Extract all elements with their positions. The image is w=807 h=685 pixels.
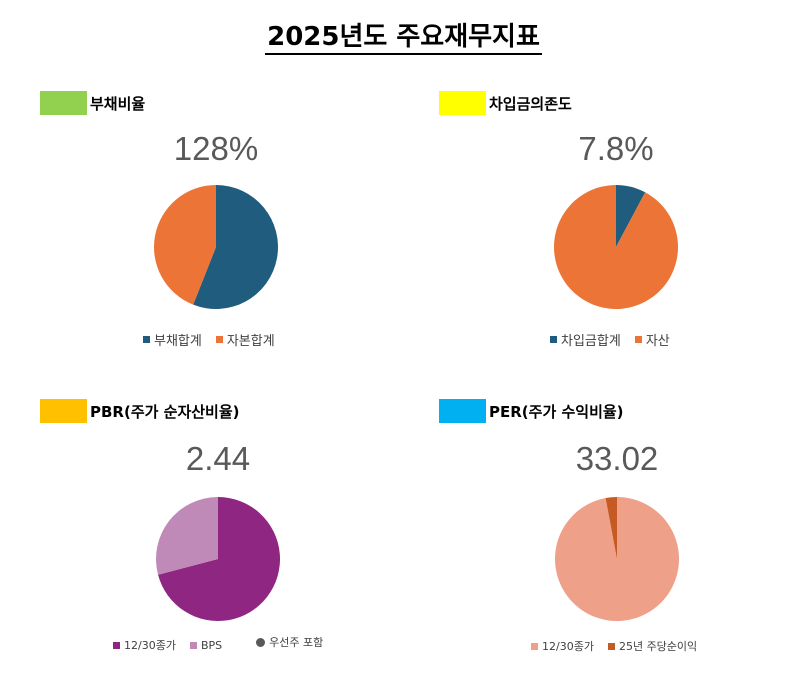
legend-note-dot xyxy=(256,637,266,647)
pie-slice-2 xyxy=(554,185,678,309)
legend-swatch xyxy=(634,336,642,343)
legend-label: 자본합계 xyxy=(226,334,275,349)
title-swatch xyxy=(439,91,486,115)
value-label: 128% xyxy=(173,130,259,167)
panel-header: 차입금의존도 xyxy=(439,90,572,116)
legend-label: 12/30종가 xyxy=(542,640,594,653)
value-label: 7.8% xyxy=(578,130,654,167)
legend-item: 부채합계 xyxy=(143,330,202,349)
legend-item: 12/30종가 xyxy=(113,637,176,653)
legend-item: 25년 주당순이익 xyxy=(607,638,698,654)
title-swatch xyxy=(40,91,87,115)
legend-label: 부채합계 xyxy=(154,334,202,349)
pie-slice-1 xyxy=(158,497,280,621)
legend-item: 차입금합계 xyxy=(550,330,621,349)
value-label: 2.44 xyxy=(185,440,251,477)
legend-label: 12/30종가 xyxy=(124,639,176,652)
pie-slice-2 xyxy=(154,185,216,305)
borrowing-dependency-panel: 차입금의존도 7.8% 차입금합계 자산 xyxy=(439,90,807,390)
legend-swatch xyxy=(550,336,557,343)
legend-label: 25년 주당순이익 xyxy=(618,640,698,653)
legend: 부채합계 자본합계 xyxy=(143,330,275,349)
legend: 12/30종가 BPS 우선주 포함 xyxy=(113,634,323,653)
page-title: 2025년도 주요재무지표 xyxy=(0,16,807,55)
panel-title: 차입금의존도 xyxy=(489,94,572,113)
legend-label: 자산 xyxy=(645,334,670,349)
title-swatch xyxy=(439,399,486,423)
legend-note: 우선주 포함 xyxy=(256,634,323,650)
pie-slice-2 xyxy=(156,497,218,575)
legend-note-label: 우선주 포함 xyxy=(269,636,324,649)
pie-chart xyxy=(554,185,678,309)
pie-slice-1 xyxy=(616,185,646,247)
panel-title: PBR(주가 순자산비율) xyxy=(90,402,240,421)
pie-chart xyxy=(154,185,278,309)
per-panel: PER(주가 수익비율) 33.02 12/30종가 25년 주당순이익 xyxy=(439,398,807,685)
pie-slice-2 xyxy=(605,497,617,559)
legend-swatch xyxy=(189,641,197,649)
debt-ratio-panel: 부채비율 128% 부채합계 자본합계 xyxy=(40,90,440,390)
panel-title: 부채비율 xyxy=(90,94,146,113)
panel-header: PBR(주가 순자산비율) xyxy=(40,398,240,424)
legend-item: 자본합계 xyxy=(215,330,275,349)
legend-swatch xyxy=(531,642,538,650)
value-label: 33.02 xyxy=(575,440,659,477)
legend: 차입금합계 자산 xyxy=(550,330,670,349)
legend-label: BPS xyxy=(200,638,223,652)
panel-header: 부채비율 xyxy=(40,90,145,116)
legend-label: 차입금합계 xyxy=(561,334,621,349)
pie-slice-1 xyxy=(193,185,278,309)
title-swatch xyxy=(40,399,87,423)
legend-item: 12/30종가 xyxy=(531,638,594,654)
legend-item: 자산 xyxy=(634,330,670,349)
legend-swatch xyxy=(607,642,615,650)
legend: 12/30종가 25년 주당순이익 xyxy=(531,638,697,654)
panel-header: PER(주가 수익비율) xyxy=(439,398,624,424)
pbr-panel: PBR(주가 순자산비율) 2.44 12/30종가 BPS 우선주 포함 xyxy=(40,398,440,685)
panel-title: PER(주가 수익비율) xyxy=(489,402,624,421)
pie-chart xyxy=(156,497,280,621)
legend-swatch xyxy=(143,336,150,343)
legend-item: BPS xyxy=(189,638,223,652)
pie-chart xyxy=(555,497,679,621)
legend-swatch xyxy=(113,641,120,649)
legend-swatch xyxy=(215,336,223,343)
